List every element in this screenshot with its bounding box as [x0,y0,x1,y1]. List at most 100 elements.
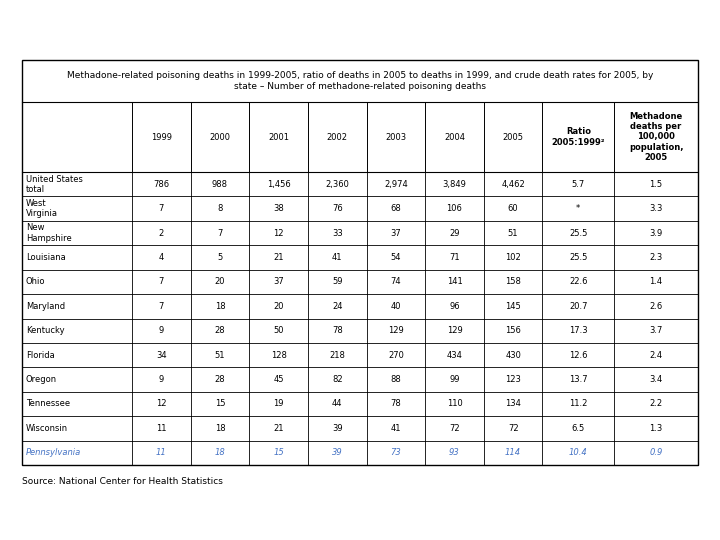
Text: 1.4: 1.4 [649,278,662,286]
Text: 25.5: 25.5 [569,228,588,238]
Text: 51: 51 [508,228,518,238]
Text: 76: 76 [332,204,343,213]
Text: 3,849: 3,849 [443,180,467,188]
Text: 24: 24 [332,302,343,311]
Text: 0.9: 0.9 [649,448,662,457]
Text: 2,974: 2,974 [384,180,408,188]
Text: 1.5: 1.5 [649,180,662,188]
Text: 51: 51 [215,350,225,360]
Text: 7: 7 [158,302,164,311]
Text: 72: 72 [508,424,518,433]
Text: 5: 5 [217,253,222,262]
Text: 74: 74 [390,278,401,286]
Text: 3.4: 3.4 [649,375,662,384]
Text: 44: 44 [332,400,343,408]
Text: Ohio: Ohio [26,278,45,286]
Text: 22.6: 22.6 [569,278,588,286]
Text: 7: 7 [158,278,164,286]
Text: 39: 39 [332,448,343,457]
Text: 54: 54 [390,253,401,262]
Text: 9: 9 [158,375,164,384]
Text: 28: 28 [215,375,225,384]
Text: 430: 430 [505,350,521,360]
Text: 78: 78 [332,326,343,335]
Text: 18: 18 [215,448,225,457]
Text: 45: 45 [274,375,284,384]
Text: New
Hampshire: New Hampshire [26,224,72,243]
Bar [22,60,698,465]
Text: 41: 41 [390,424,401,433]
Text: 7: 7 [217,228,222,238]
Text: 141: 141 [446,278,462,286]
Text: 40: 40 [390,302,401,311]
Text: 2: 2 [158,228,164,238]
Text: 59: 59 [332,278,343,286]
Text: 19: 19 [274,400,284,408]
Text: 29: 29 [449,228,460,238]
Text: 78: 78 [390,400,401,408]
Text: 2.2: 2.2 [649,400,662,408]
Text: 37: 37 [273,278,284,286]
Text: Pennsylvania: Pennsylvania [26,448,81,457]
Text: 73: 73 [390,448,401,457]
Text: 158: 158 [505,278,521,286]
Text: 11.2: 11.2 [569,400,588,408]
Text: 129: 129 [446,326,462,335]
Text: 3.3: 3.3 [649,204,662,213]
Text: 88: 88 [390,375,401,384]
Text: 21: 21 [274,424,284,433]
Text: 4: 4 [158,253,164,262]
Text: 99: 99 [449,375,460,384]
Text: 2,360: 2,360 [325,180,349,188]
Text: Methadone
deaths per
100,000
population,
2005: Methadone deaths per 100,000 population,… [629,112,683,163]
Text: 7: 7 [158,204,164,213]
Text: 114: 114 [505,448,521,457]
Text: 28: 28 [215,326,225,335]
Text: 13.7: 13.7 [569,375,588,384]
Text: 1999: 1999 [150,132,172,141]
Text: 270: 270 [388,350,404,360]
Text: 93: 93 [449,448,460,457]
Text: 1.3: 1.3 [649,424,662,433]
Text: 96: 96 [449,302,460,311]
Text: 20.7: 20.7 [569,302,588,311]
Text: Source: National Center for Health Statistics: Source: National Center for Health Stati… [22,477,223,486]
Text: 6.5: 6.5 [572,424,585,433]
Text: 41: 41 [332,253,343,262]
Text: 25.5: 25.5 [569,253,588,262]
Text: 11: 11 [156,424,166,433]
Text: 2002: 2002 [327,132,348,141]
Text: 18: 18 [215,424,225,433]
Text: 39: 39 [332,424,343,433]
Text: 3.7: 3.7 [649,326,662,335]
Text: 102: 102 [505,253,521,262]
Text: 71: 71 [449,253,460,262]
Text: 60: 60 [508,204,518,213]
Text: 2005: 2005 [503,132,523,141]
Text: 34: 34 [156,350,166,360]
Text: *: * [576,204,580,213]
Text: 134: 134 [505,400,521,408]
Text: Tennessee: Tennessee [26,400,70,408]
Text: 1,456: 1,456 [266,180,290,188]
Text: Florida: Florida [26,350,55,360]
Text: Louisiana: Louisiana [26,253,66,262]
Text: 11: 11 [156,448,166,457]
Text: 2003: 2003 [385,132,406,141]
Text: 12: 12 [156,400,166,408]
Text: 434: 434 [446,350,462,360]
Text: 2.4: 2.4 [649,350,662,360]
Text: 2.3: 2.3 [649,253,662,262]
Text: 2004: 2004 [444,132,465,141]
Text: 12.6: 12.6 [569,350,588,360]
Text: United States
total: United States total [26,174,83,194]
Text: Oregon: Oregon [26,375,57,384]
Text: 218: 218 [329,350,345,360]
Text: 17.3: 17.3 [569,326,588,335]
Text: 2.6: 2.6 [649,302,662,311]
Text: Ratio
2005:1999²: Ratio 2005:1999² [552,127,605,147]
Text: 33: 33 [332,228,343,238]
Text: 128: 128 [271,350,287,360]
Text: 12: 12 [274,228,284,238]
Text: Methadone-related poisoning deaths in 1999-2005, ratio of deaths in 2005 to deat: Methadone-related poisoning deaths in 19… [67,71,653,91]
